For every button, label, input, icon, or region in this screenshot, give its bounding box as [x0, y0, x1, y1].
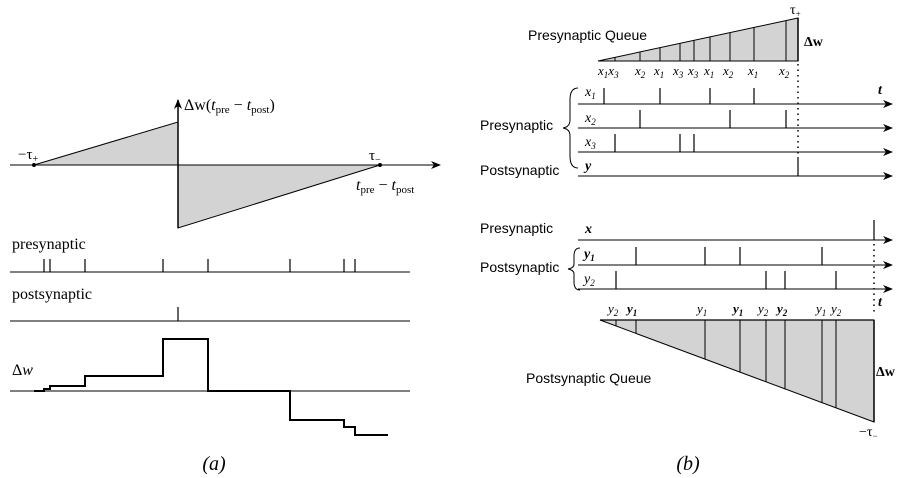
tau-plus-label: τ+	[790, 3, 801, 19]
queue-label: x2	[778, 63, 790, 80]
neg-tau-minus-label: −τ−	[859, 425, 878, 441]
postsynaptic-queue-labels: y2 y1 y1 y1 y2 y2 y1 y2	[606, 301, 842, 318]
ltp-window-area	[33, 121, 179, 166]
queue-label: x2	[722, 63, 734, 80]
postsynaptic-group-label: Postsynaptic	[480, 259, 559, 275]
presynaptic-spikes	[43, 259, 356, 272]
postsynaptic-top-label: Postsynaptic	[480, 162, 559, 178]
queue-label: x1	[747, 63, 758, 80]
y1-label: y1	[582, 247, 595, 263]
delta-w-axis-label: Δw(tpre − tpost)	[184, 97, 275, 116]
delta-w-trace-label: Δw	[12, 362, 33, 379]
queue-label: x1x3	[597, 63, 619, 80]
x3-label: x3	[584, 135, 596, 151]
panel-b: Presynaptic Queue τ+ Δw x1x3 x2 x1 x3 x3…	[480, 3, 896, 475]
delta-w-top-label: Δw	[804, 35, 824, 50]
tau-plus-point	[32, 163, 36, 167]
postsynaptic-queue-markers	[615, 320, 837, 408]
presynaptic-bottom-label: Presynaptic	[480, 220, 553, 236]
y2-spikes	[615, 271, 837, 289]
x1-label: x1	[584, 85, 596, 101]
queue-label: y2	[829, 301, 842, 318]
x2-label: x2	[584, 111, 596, 127]
postsynaptic-queue-title: Postsynaptic Queue	[526, 370, 652, 386]
presynaptic-group-label: Presynaptic	[480, 117, 553, 133]
presynaptic-queue-title: Presynaptic Queue	[528, 27, 647, 43]
x3-spikes	[614, 134, 695, 152]
neg-tau-plus-label: −τ+	[18, 147, 39, 165]
queue-label: y1	[814, 301, 826, 318]
caption-b: (b)	[676, 453, 700, 475]
presynaptic-queue-labels: x1x3 x2 x1 x3 x3 x1 x2 x1 x2	[597, 63, 790, 80]
x2-spikes	[639, 110, 787, 128]
presynaptic-group-top: Presynaptic	[480, 87, 579, 169]
t-axis-label-top: t	[878, 83, 883, 98]
x1-spikes	[603, 88, 755, 104]
x-label: x	[584, 222, 592, 237]
queue-label: y1	[625, 301, 637, 318]
presynaptic-queue-markers	[603, 20, 787, 61]
delta-w-bottom-label: Δw	[876, 365, 896, 380]
ltd-window-area	[177, 164, 381, 229]
postsynaptic-brace	[567, 247, 581, 291]
tau-minus-point	[378, 163, 382, 167]
presynaptic-brace	[562, 87, 579, 169]
postsynaptic-group-bottom: Postsynaptic	[480, 247, 581, 291]
queue-label: x1	[703, 63, 714, 80]
presynaptic-label: presynaptic	[12, 236, 86, 253]
queue-label: x1	[653, 63, 664, 80]
queue-label: y2	[606, 301, 619, 318]
postsynaptic-label: postsynaptic	[12, 286, 92, 303]
queue-label: x3	[672, 63, 684, 80]
delta-w-staircase	[34, 338, 388, 436]
y1-spikes	[635, 247, 823, 265]
queue-label: y2	[775, 301, 788, 318]
caption-a: (a)	[202, 453, 226, 475]
y-label: y	[583, 159, 592, 174]
queue-label: x2	[634, 63, 646, 80]
y2-label: y2	[582, 272, 595, 288]
queue-label: y1	[695, 301, 707, 318]
queue-label: x3	[687, 63, 699, 80]
queue-label: y1	[731, 301, 743, 318]
x-axis-label: tpre − tpost	[356, 177, 414, 196]
panel-a: Δw(tpre − tpost) −τ+ τ− tpre − tpost pre…	[10, 97, 441, 475]
tau-minus-label: τ−	[369, 148, 381, 166]
queue-label: y2	[756, 301, 769, 318]
t-axis-label-bottom: t	[878, 295, 883, 310]
